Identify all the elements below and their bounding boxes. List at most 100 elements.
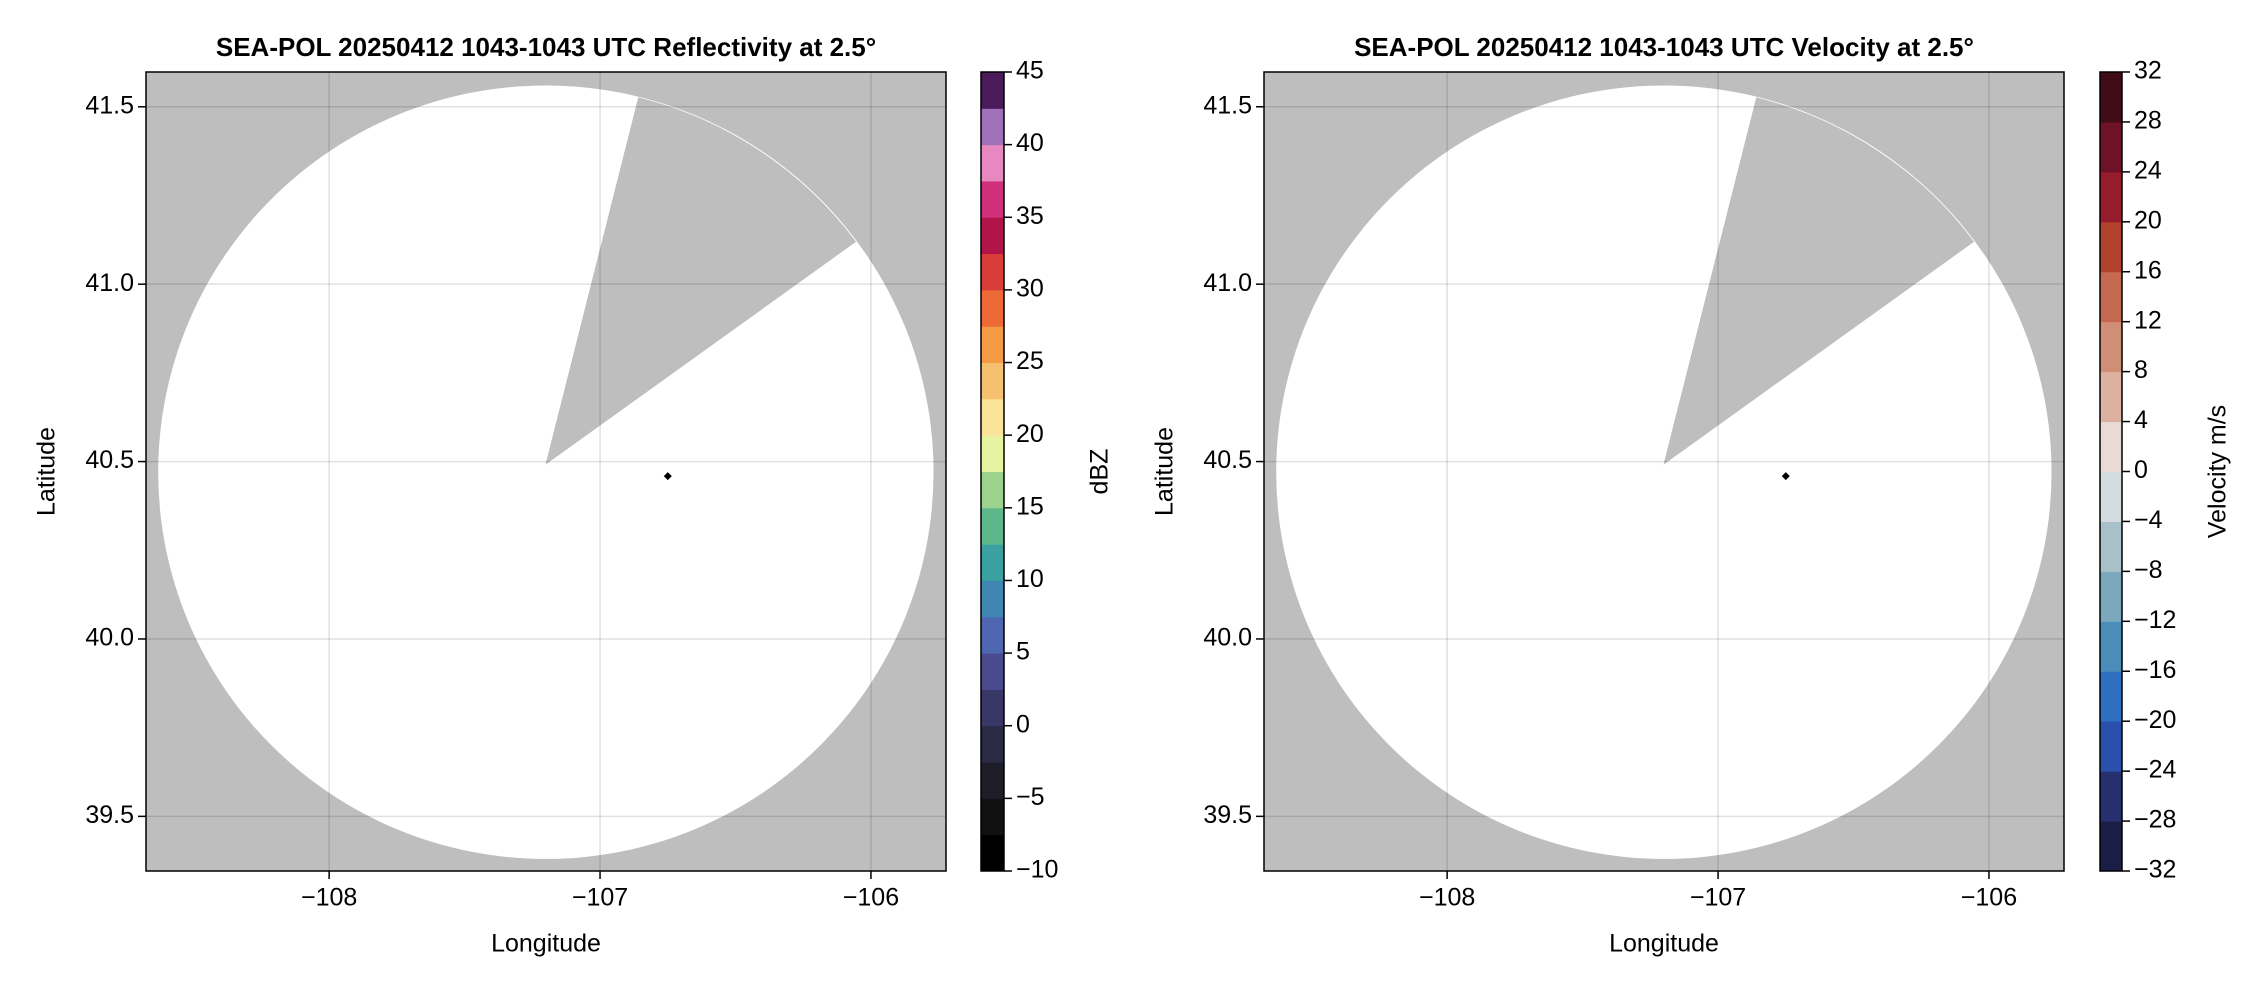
- colorbar-swatch: [2100, 471, 2122, 522]
- colorbar-swatch: [981, 435, 1004, 472]
- plot-area: [146, 72, 946, 871]
- colorbar-tick-label: −28: [2134, 806, 2176, 834]
- chart-title: SEA-POL 20250412 1043-1043 UTC Reflectiv…: [216, 32, 876, 62]
- blocked-sector: [545, 97, 857, 465]
- colorbar-swatch: [2100, 421, 2122, 472]
- x-tick-label: −108: [1419, 884, 1475, 912]
- colorbar-tick-label: −4: [2134, 506, 2163, 534]
- colorbar-swatch: [981, 144, 1004, 182]
- colorbar-swatch: [981, 762, 1004, 799]
- x-tick-label: −106: [1961, 884, 2017, 912]
- axes-frame: [145, 71, 947, 872]
- colorbar-swatch: [981, 834, 1004, 872]
- colorbar-swatch: [2100, 72, 2122, 123]
- colorbar-swatch: [981, 72, 1004, 109]
- colorbar-tick-label: 5: [1016, 638, 1030, 666]
- colorbar-tick-label: −16: [2134, 656, 2176, 684]
- colorbar-tick-label: 16: [2134, 256, 2162, 284]
- colorbar-tick-label: −32: [2134, 856, 2176, 884]
- colorbar-swatch: [981, 362, 1004, 400]
- colorbar-tick-label: 28: [2134, 107, 2162, 135]
- colorbar-swatch: [981, 326, 1004, 364]
- axes-frame: [1263, 71, 2065, 872]
- colorbar-tick-label: 12: [2134, 306, 2162, 334]
- colorbar-swatch: [2100, 171, 2122, 223]
- colorbar-tick-label: 10: [1016, 565, 1044, 593]
- y-tick-label: 40.5: [85, 446, 134, 474]
- y-tick-label: 41.5: [85, 91, 134, 119]
- colorbar-tick-label: 30: [1016, 275, 1044, 303]
- colorbar-swatch: [2100, 321, 2122, 373]
- x-tick-label: −106: [843, 884, 899, 912]
- colorbar-swatch: [2100, 771, 2122, 822]
- x-tick-label: −107: [1690, 884, 1746, 912]
- colorbar-frame: [980, 71, 1005, 872]
- panel: −108 −107 −106 39.5 40.0 40.5 41.0 41.5 SEA-POL …: [33, 32, 1114, 958]
- colorbar-swatch: [2100, 821, 2122, 872]
- colorbar-swatch: [2100, 621, 2122, 672]
- y-axis-label: Latitude: [1151, 427, 1179, 516]
- colorbar-tick-label: 15: [1016, 492, 1044, 520]
- colorbar-swatch: [981, 653, 1004, 690]
- site-marker: [663, 472, 672, 481]
- colorbar-swatch: [981, 289, 1004, 327]
- x-axis-label: Longitude: [1609, 930, 1719, 958]
- colorbar-tick-label: 0: [1016, 710, 1030, 738]
- colorbar-tick-label: 32: [2134, 57, 2162, 85]
- chart-title: SEA-POL 20250412 1043-1043 UTC Velocity …: [1354, 32, 1974, 62]
- colorbar-swatch: [981, 616, 1004, 654]
- colorbar-tick-label: 45: [1016, 57, 1044, 85]
- colorbar-swatch: [2100, 721, 2122, 772]
- colorbar-swatch: [2100, 521, 2122, 572]
- colorbar-label: dBZ: [1086, 449, 1114, 495]
- colorbar-tick-label: 40: [1016, 129, 1044, 157]
- colorbar-tick-label: 25: [1016, 347, 1044, 375]
- plot-area: [1264, 72, 2064, 871]
- colorbar-tick-label: −24: [2134, 756, 2177, 784]
- y-tick-label: 41.0: [1203, 269, 1252, 297]
- colorbar-tick-label: −20: [2134, 706, 2176, 734]
- blocked-sector: [1663, 97, 1975, 465]
- site-marker: [1781, 472, 1790, 481]
- colorbar-tick-label: 20: [1016, 420, 1044, 448]
- x-tick-label: −108: [301, 884, 357, 912]
- colorbar-tick-label: −10: [1016, 856, 1058, 884]
- x-axis-label: Longitude: [491, 930, 601, 958]
- colorbar-swatch: [981, 471, 1004, 509]
- colorbar-swatch: [2100, 121, 2122, 173]
- colorbar-label: Velocity m/s: [2204, 405, 2232, 538]
- colorbar-swatch: [981, 108, 1004, 146]
- colorbar-swatch: [981, 180, 1004, 218]
- colorbar-tick-label: −8: [2134, 556, 2163, 584]
- colorbar-swatch: [981, 253, 1004, 291]
- colorbar-tick-label: 8: [2134, 356, 2148, 384]
- y-tick-label: 39.5: [85, 801, 134, 829]
- colorbar-swatch: [2100, 371, 2122, 423]
- colorbar-tick-label: −12: [2134, 606, 2176, 634]
- panel: −108 −107 −106 39.5 40.0 40.5 41.0 41.5 SEA-POL …: [1151, 32, 2232, 958]
- colorbar-swatch: [981, 725, 1004, 763]
- colorbar-swatch: [2100, 571, 2122, 622]
- colorbar-swatch: [981, 398, 1004, 436]
- y-axis-label: Latitude: [33, 427, 61, 516]
- colorbar-swatch: [2100, 271, 2122, 323]
- colorbar-swatch: [981, 798, 1004, 836]
- colorbar-swatch: [981, 580, 1004, 618]
- colorbar-swatch: [981, 544, 1004, 581]
- y-tick-label: 41.0: [85, 269, 134, 297]
- colorbar-tick-label: 4: [2134, 406, 2148, 434]
- colorbar-swatch: [981, 689, 1004, 727]
- y-tick-label: 40.0: [1203, 624, 1252, 652]
- colorbar-swatch: [981, 507, 1004, 545]
- colorbar-tick-label: 0: [2134, 456, 2148, 484]
- y-tick-label: 41.5: [1203, 91, 1252, 119]
- colorbar-tick-label: 35: [1016, 202, 1044, 230]
- y-tick-label: 40.5: [1203, 446, 1252, 474]
- colorbar-swatch: [981, 217, 1004, 255]
- colorbar-tick-label: 24: [2134, 156, 2162, 184]
- colorbar-swatch: [2100, 221, 2122, 273]
- x-tick-label: −107: [572, 884, 628, 912]
- y-tick-label: 39.5: [1203, 801, 1252, 829]
